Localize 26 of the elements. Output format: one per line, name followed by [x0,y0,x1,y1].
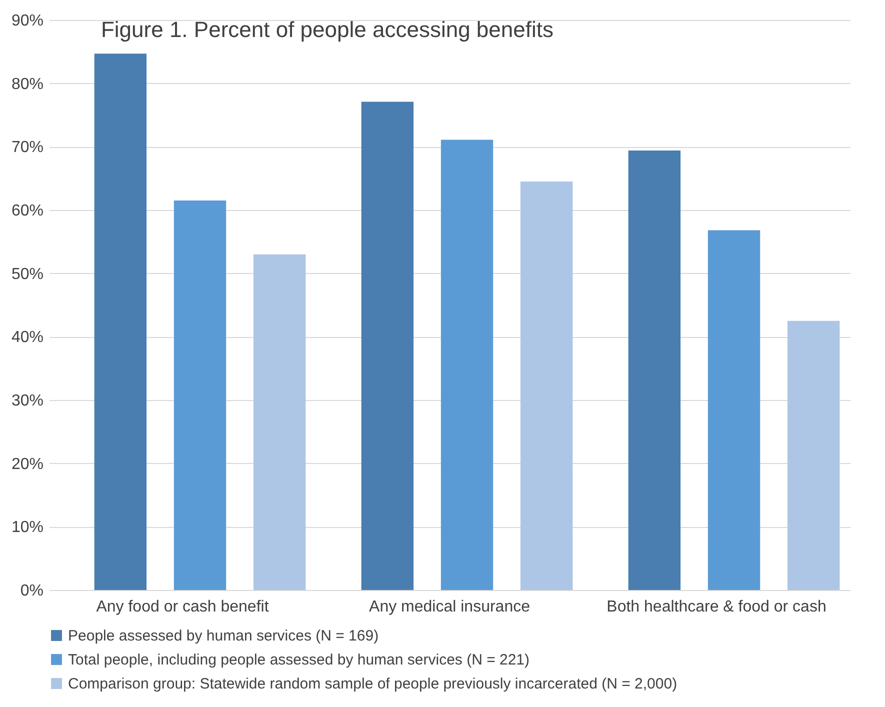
bar [708,230,760,590]
x-tick-label: Any medical insurance [369,598,530,616]
y-tick-label: 0% [20,582,44,600]
bar [628,150,681,590]
bar [174,200,226,590]
y-tick-label: 90% [11,12,44,30]
x-tick-label: Any food or cash benefit [96,598,270,616]
bar [361,102,414,590]
bar [520,182,573,590]
bar [440,140,494,590]
y-tick-label: 10% [11,519,44,536]
y-tick-label: 30% [11,392,44,410]
y-tick-label: 20% [11,456,44,473]
y-tick-label: 40% [11,329,44,346]
bar [253,254,306,590]
legend-label: Comparison group: Statewide random sample of people previously incarcerated (N = 2,000) [68,676,678,692]
y-tick-label: 50% [11,266,44,283]
chart-title: Figure 1. Percent of people accessing benefits [100,17,554,42]
y-tick-label: 70% [11,139,44,156]
legend-label: People assessed by human services (N = 169) [68,628,379,644]
y-tick-label: 60% [11,202,44,220]
legend-label: Total people, including people assessed by human services (N = 221) [68,652,530,668]
y-tick-label: 80% [11,76,44,93]
bar [94,54,147,590]
x-tick-label: Both healthcare & food or cash [606,598,826,616]
bar [787,320,840,590]
